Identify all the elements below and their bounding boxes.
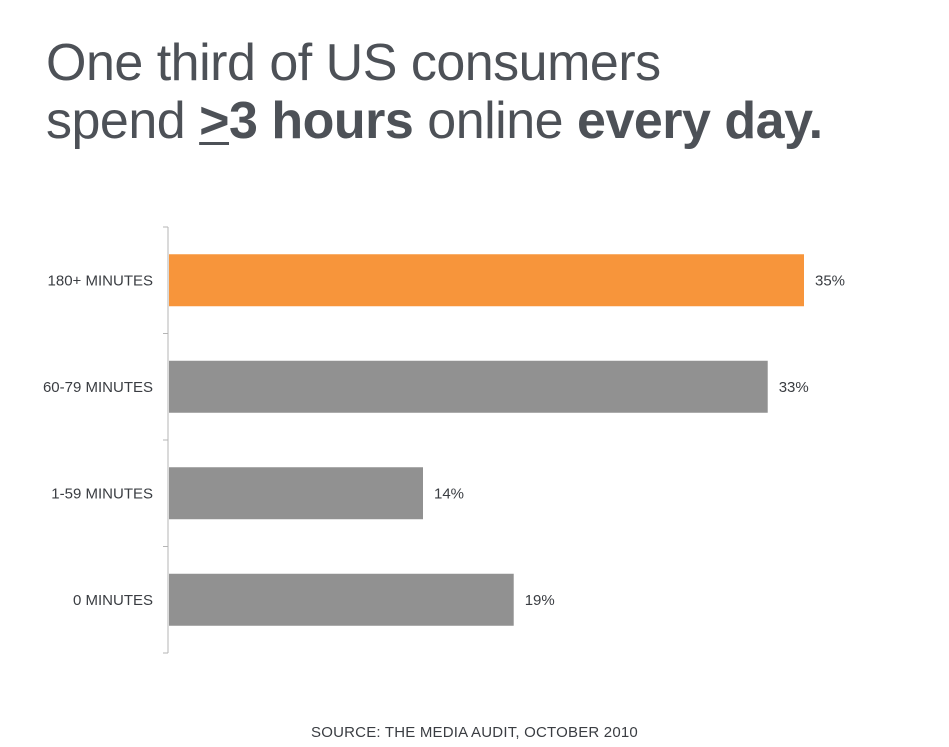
title-line-1: One third of US consumers <box>46 34 661 92</box>
bars <box>169 254 804 626</box>
value-label: 19% <box>525 592 555 609</box>
chart-title: One third of US consumers spend >3 hours… <box>46 34 936 150</box>
category-label: 60-79 MINUTES <box>43 379 153 396</box>
bar-0-minutes <box>169 573 514 626</box>
value-label: 35% <box>815 272 845 289</box>
value-labels: 35% 33% 14% 19% <box>434 272 845 609</box>
category-label: 0 MINUTES <box>73 592 153 609</box>
bar-1-59-minutes <box>169 467 423 520</box>
title-text-3-hours: 3 hours <box>229 92 414 150</box>
source-note: SOURCE: THE MEDIA AUDIT, OCTOBER 2010 <box>311 724 638 741</box>
title-text-every-day: every day. <box>577 92 823 150</box>
title-text-online: online <box>413 92 578 150</box>
title-line-2: spend >3 hours online every day. <box>46 92 936 150</box>
category-labels: 180+ MINUTES 60-79 MINUTES 1-59 MINUTES 0 M… <box>43 272 153 609</box>
category-label: 180+ MINUTES <box>48 272 153 289</box>
value-label: 14% <box>434 485 464 502</box>
y-axis <box>163 226 169 654</box>
value-label: 33% <box>779 379 809 396</box>
title-text-spend: spend <box>46 92 200 150</box>
title-ge-symbol: > <box>199 92 230 150</box>
bar-60-79-minutes <box>169 360 768 413</box>
bar-180-minutes <box>169 254 804 307</box>
category-label: 1-59 MINUTES <box>51 485 153 502</box>
